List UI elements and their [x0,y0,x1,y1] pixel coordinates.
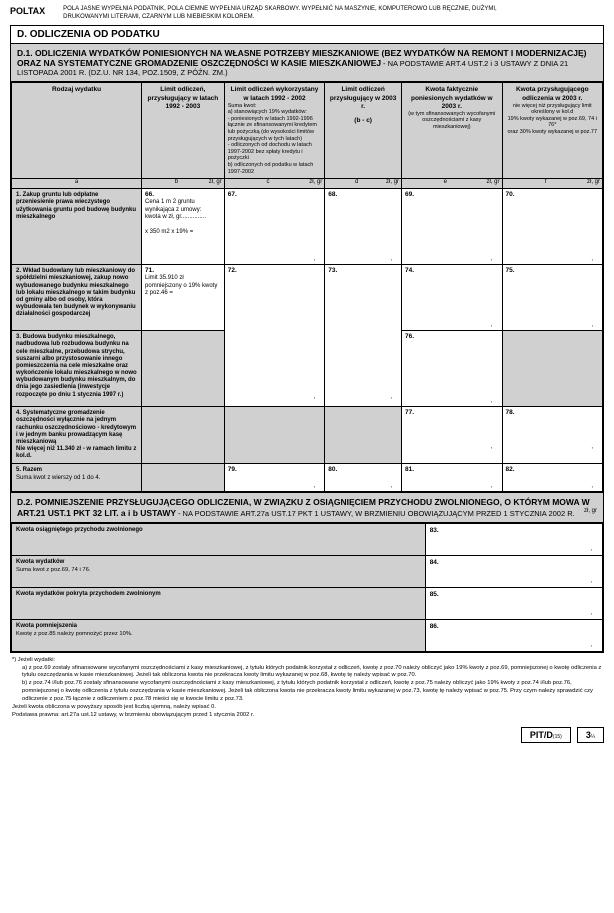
d1-h5: Kwota faktycznie poniesionych wydatków w… [402,83,502,179]
top-note-2: DRUKOWANYMI LITERAMI, CZARNYM LUB NIEBIE… [63,14,497,22]
d1-header: D.1. ODLICZENIA WYDATKÓW PONIESIONYCH NA… [11,44,603,82]
d1-h1: Rodzaj wydatku [12,83,142,179]
d2-subtitle: - NA PODSTAWIE ART.27a UST.17 PKT 1 USTA… [178,509,575,518]
d2-table: Kwota osiągniętego przychodu zwolnionego… [11,523,603,652]
top-note-1: POLA JASNE WYPEŁNIA PODATNIK, POLA CIEMN… [63,6,497,14]
d1-h4: Limit odliczeń przysługujący w 2003 r. (… [325,83,402,179]
poltax-label: POLTAX [10,6,45,16]
d1-row-4: 4. Systematyczne gromadzenie oszczędnośc… [12,407,603,464]
d1-table: Rodzaj wydatku Limit odliczeń, przysługu… [11,82,603,492]
d1-row-2: 2. Wkład budowlany lub mieszkaniowy do s… [12,265,603,331]
d1-h2: Limit odliczeń, przysługujący w latach 1… [142,83,225,179]
page-number: 3¼ [577,727,604,743]
d1-h3: Limit odliczeń wykorzystany w latach 199… [224,83,324,179]
d1-h6: Kwota przysługującego odliczenia w 2003 … [502,83,602,179]
d2-row-4: Kwota pomniejszeniaKwotę z poz.85 należy… [12,619,603,651]
d1-row-1: 1. Zakup gruntu lub odpłatne przeniesien… [12,189,603,265]
d2-row-2: Kwota wydatkówSuma kwot z poz.69, 74 i 7… [12,555,603,587]
section-d-title: D. ODLICZENIA OD PODATKU [11,26,603,44]
d1-row-5: 5. RazemSuma kwot z wierszy od 1 do 4. 7… [12,464,603,492]
d2-row-3: Kwota wydatków pokryta przychodem zwolni… [12,587,603,619]
d2-row-1: Kwota osiągniętego przychodu zwolnionego… [12,523,603,555]
form-code: PIT/D(15) [521,727,571,743]
d2-header: D.2. POMNIEJSZENIE PRZYSŁUGUJĄCEGO ODLIC… [11,492,603,522]
footnotes: *) Jeżeli wydatki: a) z poz.69 zostały s… [10,653,604,724]
